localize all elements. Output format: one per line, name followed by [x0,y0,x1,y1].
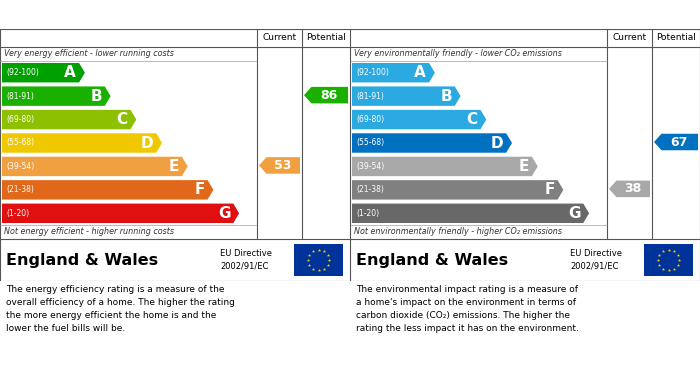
Text: (55-68): (55-68) [6,138,34,147]
Bar [294,244,343,276]
Polygon shape [304,87,348,103]
Text: (55-68): (55-68) [356,138,384,147]
Text: D: D [491,136,503,151]
Text: C: C [466,112,477,127]
Polygon shape [352,63,435,83]
Text: 38: 38 [624,182,641,196]
Text: Energy Efficiency Rating: Energy Efficiency Rating [6,7,190,20]
Text: (81-91): (81-91) [356,91,384,100]
Polygon shape [2,63,85,83]
Text: (69-80): (69-80) [6,115,34,124]
Text: Very environmentally friendly - lower CO₂ emissions: Very environmentally friendly - lower CO… [354,50,562,59]
Text: The environmental impact rating is a measure of
a home's impact on the environme: The environmental impact rating is a mea… [356,285,579,333]
Text: Potential: Potential [306,34,346,43]
Text: (39-54): (39-54) [356,162,384,171]
Text: A: A [64,65,76,80]
Polygon shape [352,157,538,176]
Text: F: F [194,182,204,197]
Text: D: D [141,136,153,151]
Text: G: G [218,206,230,221]
Polygon shape [352,133,512,153]
Text: Current: Current [612,34,647,43]
Polygon shape [654,134,698,150]
Text: Environmental Impact (CO₂) Rating: Environmental Impact (CO₂) Rating [356,7,618,20]
Text: (21-38): (21-38) [6,185,34,194]
Text: England & Wales: England & Wales [356,253,508,267]
Polygon shape [2,157,188,176]
Text: Very energy efficient - lower running costs: Very energy efficient - lower running co… [4,50,174,59]
Text: (1-20): (1-20) [356,209,379,218]
Text: (92-100): (92-100) [356,68,389,77]
Text: 86: 86 [321,89,337,102]
Text: E: E [519,159,529,174]
Polygon shape [2,133,162,153]
Text: C: C [116,112,127,127]
Polygon shape [352,110,486,129]
Polygon shape [2,180,214,199]
Text: F: F [544,182,554,197]
Text: England & Wales: England & Wales [6,253,158,267]
Text: (69-80): (69-80) [356,115,384,124]
Text: Not environmentally friendly - higher CO₂ emissions: Not environmentally friendly - higher CO… [354,228,562,237]
Text: B: B [90,89,101,104]
Text: (39-54): (39-54) [6,162,34,171]
Text: Not energy efficient - higher running costs: Not energy efficient - higher running co… [4,228,174,237]
Polygon shape [2,110,136,129]
Polygon shape [352,180,564,199]
Text: B: B [440,89,452,104]
Text: The energy efficiency rating is a measure of the
overall efficiency of a home. T: The energy efficiency rating is a measur… [6,285,235,333]
Text: E: E [169,159,179,174]
Polygon shape [352,86,461,106]
Text: EU Directive
2002/91/EC: EU Directive 2002/91/EC [220,249,272,271]
Polygon shape [2,204,239,223]
Text: 53: 53 [274,159,291,172]
Text: (81-91): (81-91) [6,91,34,100]
Text: A: A [414,65,426,80]
Text: Potential: Potential [656,34,696,43]
Text: (1-20): (1-20) [6,209,29,218]
Bar [644,244,693,276]
Text: Current: Current [262,34,297,43]
Text: EU Directive
2002/91/EC: EU Directive 2002/91/EC [570,249,622,271]
Polygon shape [609,181,650,197]
Text: (21-38): (21-38) [356,185,384,194]
Polygon shape [259,157,300,174]
Polygon shape [352,204,589,223]
Text: G: G [568,206,580,221]
Text: (92-100): (92-100) [6,68,39,77]
Text: 67: 67 [671,136,687,149]
Polygon shape [2,86,111,106]
